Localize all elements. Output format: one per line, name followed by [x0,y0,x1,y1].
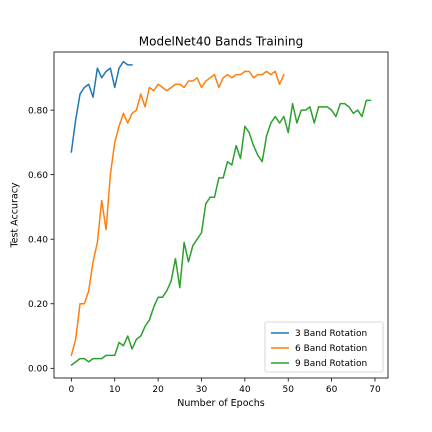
x-tick-label: 0 [68,385,74,395]
y-tick-label: 0.20 [28,300,48,310]
x-tick-label: 60 [326,385,338,395]
x-tick-label: 50 [283,385,295,395]
plot-area [70,60,372,366]
x-tick-label: 70 [369,385,381,395]
legend: 3 Band Rotation 6 Band Rotation 9 Band Rot… [264,321,384,373]
legend-label: 6 Band Rotation [295,344,367,354]
x-tick-label: 30 [196,385,208,395]
x-tick-label: 40 [239,385,251,395]
series-line-2 [70,70,285,357]
y-tick-label: 0.00 [28,365,48,375]
x-tick-label: 20 [152,385,164,395]
series-3 [70,99,372,366]
y-tick-label: 0.40 [28,235,48,245]
series-1 [70,60,133,153]
series-2 [70,70,285,357]
y-tick-label: 0.60 [28,171,48,181]
legend-label: 3 Band Rotation [295,329,367,339]
axes-frame [53,51,389,379]
chart-title: ModelNet40 Bands Training [139,35,303,49]
y-axis-label: Test Accuracy [10,182,21,248]
x-axis-label: Number of Epochs [177,398,264,409]
x-tick-label: 10 [109,385,121,395]
y-tick-label: 0.80 [28,106,48,116]
series-line-3 [70,99,372,366]
axis-ticks: 0 10 20 30 40 50 60 70 0.00 0.20 0.40 0.60 0.80 [28,106,381,395]
legend-label: 9 Band Rotation [295,359,367,369]
legend-box [264,321,384,373]
